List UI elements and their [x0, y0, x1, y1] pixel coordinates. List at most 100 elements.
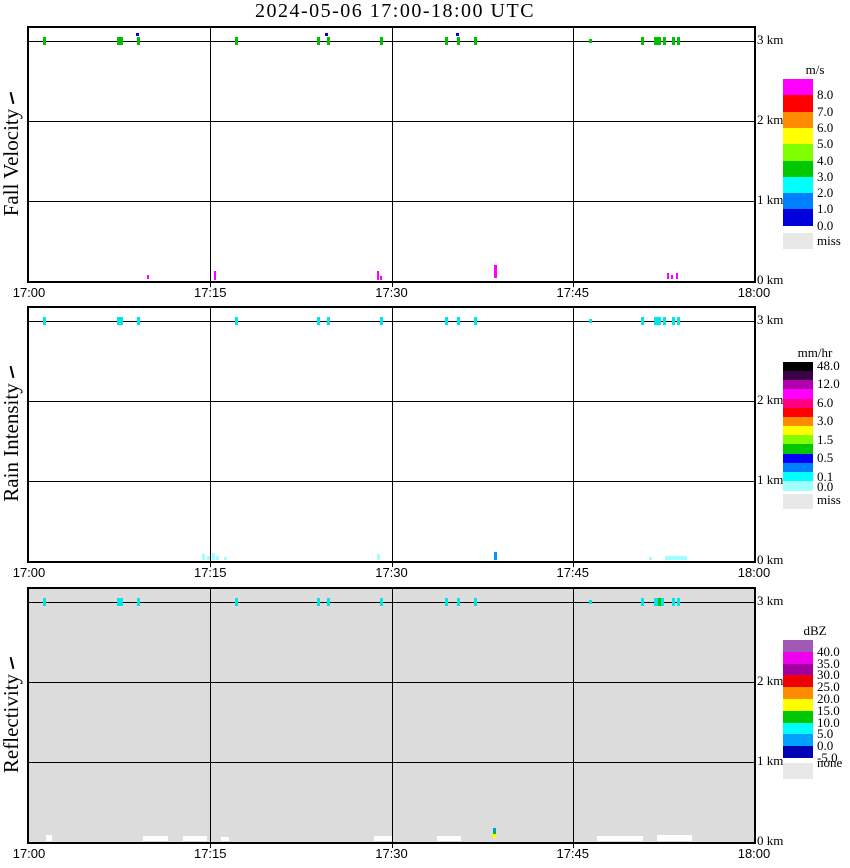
echo-mark	[214, 271, 216, 280]
gridline-vertical	[572, 308, 574, 561]
echo-mark	[380, 317, 383, 325]
echo-mark	[671, 275, 673, 279]
echo-mark	[457, 317, 460, 325]
colorbar-missing-swatch	[783, 494, 813, 509]
colorbar-band	[783, 371, 813, 381]
colorbar-tick-label: 15.0	[817, 702, 840, 718]
colorbar-band	[783, 362, 813, 372]
height-tick-label: 0 km	[757, 272, 784, 287]
axis-tick	[391, 563, 393, 567]
echo-mark	[663, 317, 666, 325]
gridline-vertical	[210, 308, 212, 561]
colorbar-band	[783, 710, 813, 724]
echo-mark	[672, 598, 675, 606]
colorbar-band	[783, 471, 813, 482]
echo-mark	[235, 317, 238, 325]
echo-mark	[224, 557, 227, 560]
echo-mark	[216, 556, 219, 560]
echo-mark	[117, 37, 123, 45]
colorbar-band	[783, 111, 813, 129]
echo-mark	[327, 598, 330, 606]
time-tick-label: 17:30	[375, 846, 408, 861]
colorbar-tick-label: 5.0	[817, 726, 834, 742]
echo-mark	[445, 598, 448, 606]
colorbar-missing-swatch	[783, 233, 813, 249]
time-tick-label: 17:45	[556, 565, 590, 580]
echo-mark	[661, 598, 664, 606]
gridline-vertical	[391, 28, 393, 281]
gridline-vertical	[210, 28, 212, 281]
axis-tick	[210, 844, 212, 848]
colorbar-tick-label: 0.5	[817, 450, 834, 465]
colorbar-band	[783, 193, 813, 210]
echo-mark	[117, 317, 123, 325]
echo-mark	[43, 598, 46, 606]
height-tick-label: 2 km	[757, 392, 784, 407]
gridline-horizontal	[29, 602, 754, 603]
colorbar-tick-label: -5.0	[817, 750, 838, 765]
echo-mark	[43, 317, 46, 325]
time-tick-label: 17:00	[12, 565, 46, 580]
echo-mark	[317, 37, 320, 45]
colorbar-band	[783, 734, 813, 747]
time-tick-label: 17:30	[375, 285, 408, 300]
colorbar-band	[783, 663, 813, 676]
gridline-vertical	[210, 589, 212, 842]
echo-mark	[117, 598, 123, 606]
echo-mark	[137, 317, 140, 325]
colorbar-tick-label: 35.0	[817, 655, 840, 671]
echo-mark	[676, 273, 678, 279]
gridline-vertical	[572, 589, 574, 842]
height-tick-label: 2 km	[757, 673, 784, 688]
echo-mark	[374, 836, 392, 841]
colorbar-tick-label: 0.0	[817, 738, 834, 754]
height-tick-label: 3 km	[757, 312, 784, 327]
echo-mark	[667, 273, 669, 279]
echo-mark	[672, 317, 675, 325]
colorbar-tick-label: 4.0	[817, 152, 834, 168]
gridline-horizontal	[29, 201, 754, 202]
echo-mark	[221, 837, 229, 841]
colorbar-band	[783, 640, 813, 653]
time-tick-label: 17:15	[193, 846, 227, 861]
echo-mark	[597, 836, 643, 841]
echo-mark	[377, 554, 380, 560]
colorbar-tick-label: 8.0	[817, 87, 834, 103]
colorbar-band	[783, 160, 813, 178]
time-tick-label: 17:30	[375, 565, 408, 580]
colorbar-band	[783, 398, 813, 409]
colorbar-band	[783, 389, 813, 400]
echo-mark	[589, 600, 592, 604]
echo-mark	[677, 37, 680, 45]
panel-ylabel-fall-velocity: Fall Velocity	[0, 4, 26, 304]
colorbar-band	[783, 176, 813, 194]
echo-mark	[46, 835, 52, 841]
axis-tick	[210, 563, 212, 567]
colorbar-band	[783, 127, 813, 145]
echo-mark	[665, 556, 687, 560]
colorbar-unit-label: dBZ	[803, 623, 827, 638]
echo-mark	[654, 37, 661, 45]
echo-mark	[317, 317, 320, 325]
echo-mark	[317, 598, 320, 606]
colorbar-band	[783, 453, 813, 464]
echo-mark	[654, 317, 661, 325]
colorbar-tick-label: 6.0	[817, 395, 834, 410]
colorbar-tick-label: 1.5	[817, 432, 834, 447]
panel-ylabel-stroke	[9, 91, 15, 104]
colorbar-tick-label: 3.0	[817, 168, 834, 184]
colorbar-tick-label: 0.1	[817, 469, 834, 484]
axis-tick	[391, 844, 393, 848]
gridline-vertical	[572, 28, 574, 281]
echo-mark	[136, 33, 139, 36]
chart-title: 2024-05-06 17:00-18:00 UTC	[254, 0, 536, 22]
panel-ylabel-stroke	[9, 366, 15, 379]
colorbar-tick-label: 25.0	[817, 679, 840, 695]
gridline-vertical	[391, 589, 393, 842]
echo-mark	[377, 271, 379, 280]
axis-tick	[572, 283, 574, 287]
time-tick-label: 18:00	[737, 565, 771, 580]
colorbar-band	[783, 95, 813, 113]
echo-mark	[658, 598, 661, 606]
